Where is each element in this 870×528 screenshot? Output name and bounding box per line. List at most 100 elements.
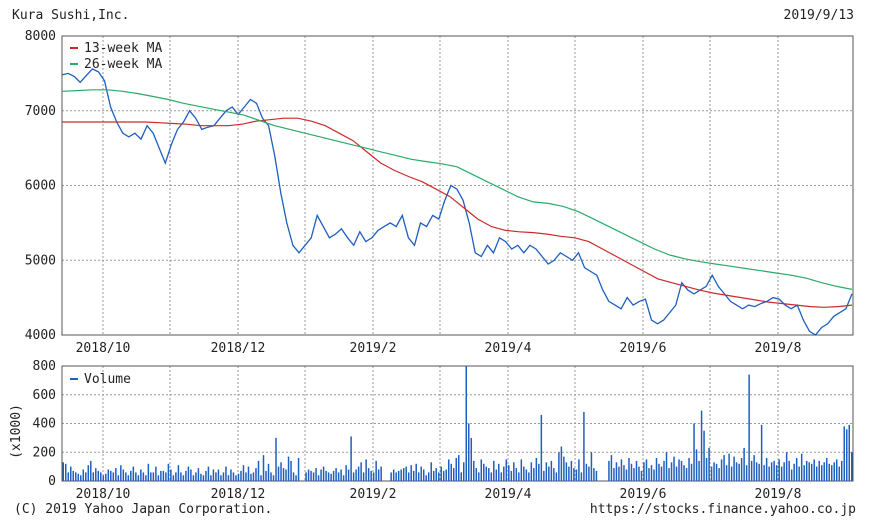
volume-bar xyxy=(493,460,495,481)
volume-bar xyxy=(470,437,473,481)
volume-bar xyxy=(775,465,778,481)
volume-bar xyxy=(450,463,452,482)
volume-bar xyxy=(217,469,220,481)
volume-bar xyxy=(90,460,92,481)
volume-bar xyxy=(723,455,725,481)
volume-bar xyxy=(705,458,708,481)
volume-bar xyxy=(367,468,370,481)
volume-bar xyxy=(553,468,555,481)
volume-bar xyxy=(640,470,643,481)
volume-bar xyxy=(718,468,720,481)
volume-bar xyxy=(317,475,320,482)
volume-bar xyxy=(240,470,242,481)
volume-bar xyxy=(127,475,130,482)
volume-bar xyxy=(205,470,207,481)
volume-bar xyxy=(375,460,377,481)
volume-bar xyxy=(573,468,575,481)
volume-bar xyxy=(818,460,820,481)
volume-bar xyxy=(660,466,663,481)
volume-bar xyxy=(75,472,77,481)
volume-bar xyxy=(280,462,282,481)
volume-bar xyxy=(500,472,503,481)
volume-bar xyxy=(107,469,110,481)
volume-bar xyxy=(315,468,317,481)
volume-bar xyxy=(262,455,265,481)
volume-bar xyxy=(135,472,137,481)
volume-bar xyxy=(290,460,292,481)
volume-bar xyxy=(117,475,120,482)
volume-bar xyxy=(650,465,653,481)
volume-bar xyxy=(565,462,568,481)
volume-bar xyxy=(760,424,763,481)
volume-bar xyxy=(543,470,545,481)
volume-bar xyxy=(655,458,658,481)
volume-bar xyxy=(675,466,678,481)
volume-bar xyxy=(322,466,325,481)
volume-bar xyxy=(490,472,493,481)
volume-bar xyxy=(402,468,405,481)
volume-bar xyxy=(210,475,212,482)
volume-bar xyxy=(227,475,230,482)
volume-bar xyxy=(575,469,578,481)
volume-bar xyxy=(530,462,533,481)
volume-bar xyxy=(260,475,262,482)
volume-bar xyxy=(157,475,160,482)
series-line-ma26 xyxy=(61,89,853,290)
volume-bar xyxy=(400,469,402,481)
volume-bar xyxy=(720,459,723,481)
volume-bar xyxy=(550,460,553,481)
volume-bar xyxy=(458,455,460,481)
volume-bar xyxy=(505,459,508,481)
volume-bar xyxy=(810,463,813,482)
price-x-tick-label: 2019/2 xyxy=(350,341,397,356)
price-x-tick-label: 2018/10 xyxy=(76,341,131,356)
volume-bar xyxy=(247,466,250,481)
volume-bar xyxy=(415,463,417,482)
volume-bar xyxy=(770,462,773,481)
volume-bar xyxy=(635,460,638,481)
volume-bar xyxy=(115,468,117,481)
volume-bar xyxy=(172,475,175,482)
volume-bar xyxy=(312,472,315,481)
volume-bar xyxy=(820,465,823,481)
volume-bar xyxy=(615,462,618,481)
volume-bar xyxy=(225,466,227,481)
volume-bar xyxy=(695,449,698,481)
volume-bar xyxy=(568,466,570,481)
volume-bar xyxy=(658,463,660,482)
volume-bar xyxy=(412,470,415,481)
volume-bar xyxy=(320,469,322,481)
volume-bar xyxy=(97,470,100,481)
price-y-tick-label: 7000 xyxy=(25,104,56,119)
volume-x-tick-label: 2018/10 xyxy=(76,487,131,502)
volume-bar xyxy=(780,466,783,481)
volume-bar xyxy=(112,472,115,481)
volume-bar xyxy=(250,473,252,481)
volume-bar xyxy=(828,463,830,482)
price-frame xyxy=(61,35,854,336)
volume-x-tick-label: 2019/4 xyxy=(485,487,532,502)
volume-bar xyxy=(653,469,655,481)
volume-bar xyxy=(145,475,147,482)
volume-bar xyxy=(325,470,327,481)
volume-bar xyxy=(725,465,728,481)
volume-bar xyxy=(685,468,688,481)
volume-bar xyxy=(540,414,543,481)
volume-bar xyxy=(768,466,770,481)
volume-bar xyxy=(738,463,740,482)
volume-bar xyxy=(342,475,345,482)
volume-bar xyxy=(422,469,425,481)
volume-bar xyxy=(798,466,800,481)
volume-bar xyxy=(147,463,150,482)
volume-bar xyxy=(292,472,295,481)
volume-bar xyxy=(440,466,442,481)
volume-bar xyxy=(282,468,285,481)
volume-bar xyxy=(703,430,705,481)
source-url[interactable]: https://stocks.finance.yahoo.co.jp xyxy=(589,502,856,517)
volume-bar xyxy=(80,475,82,482)
volume-bar xyxy=(623,465,625,481)
volume-bar xyxy=(840,460,843,481)
volume-bar xyxy=(110,470,112,481)
volume-x-tick-label: 2018/12 xyxy=(211,487,266,502)
